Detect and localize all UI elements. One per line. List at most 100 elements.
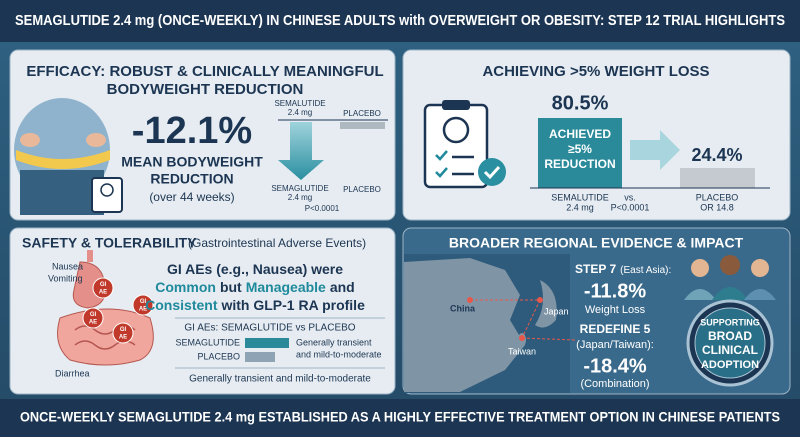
- badge-text: SUPPORTING: [700, 317, 760, 327]
- gi-ae-text: AE: [89, 320, 97, 326]
- summary-text: and: [330, 279, 355, 295]
- panel-title: EFFICACY: ROBUST & CLINICALLY MEANINGFUL: [26, 63, 383, 80]
- caption: REDUCTION: [150, 171, 233, 187]
- summary-line: Consistent with GLP-1 RA profile: [145, 297, 365, 313]
- map-label: China: [450, 303, 476, 313]
- bar-text: REDUCTION: [544, 157, 615, 171]
- trousers: [20, 170, 104, 215]
- footnote: Generally transient and mild-to-moderate: [189, 374, 371, 385]
- summary-text: with GLP-1 RA profile: [220, 297, 365, 313]
- study-label: Weight Loss: [585, 304, 646, 316]
- lines: [452, 155, 474, 176]
- study-value: -11.8%: [584, 280, 646, 302]
- study-region: (East Asia):: [620, 265, 671, 276]
- mainland: [404, 258, 525, 392]
- check: [483, 165, 501, 180]
- semaglutide-bar: [538, 118, 622, 188]
- map-label: Taiwan: [508, 346, 536, 356]
- body: [712, 287, 748, 300]
- study-region: (Japan/Taiwan):: [576, 339, 654, 351]
- vs: vs.: [624, 192, 636, 202]
- bar-label: PLACEBO: [696, 192, 739, 202]
- chart-label: PLACEBO: [343, 185, 381, 194]
- bar-label: SEMALUTIDE: [551, 192, 609, 202]
- study: REDEFINE 5: [580, 322, 651, 336]
- gi-ae-text: AE: [99, 290, 107, 296]
- panel-title: SAFETY & TOLERABILITY: [22, 235, 197, 251]
- symptom: Vomiting: [48, 273, 83, 283]
- gi-ae-text: AE: [119, 335, 127, 341]
- hand: [20, 133, 40, 147]
- clipboard-icon: [423, 100, 506, 189]
- people-icons: [684, 255, 776, 300]
- scale-dial: [100, 183, 114, 197]
- header-bar: [0, 0, 800, 42]
- check-badge: [478, 158, 506, 186]
- badge-inner: [694, 307, 766, 379]
- intestines: [57, 308, 154, 366]
- badge-text: ADOPTION: [701, 359, 759, 371]
- placebo-bar: [340, 122, 385, 129]
- japan-land: [535, 280, 557, 328]
- footer-text: ONCE-WEEKLY SEMAGLUTIDE 2.4 mg ESTABLISH…: [20, 409, 780, 425]
- head: [720, 255, 740, 275]
- bar-text: ACHIEVED: [549, 127, 611, 141]
- gi-ae-text: GI: [100, 282, 107, 288]
- summary-text: but: [220, 279, 242, 295]
- map: [404, 254, 576, 393]
- gi-ae-text: GI: [90, 312, 97, 318]
- panel-subtitle: (Gastrointestinal Adverse Events): [188, 236, 366, 250]
- summary-line: Common but Manageable and: [155, 279, 354, 295]
- callout: Generally transient: [296, 337, 372, 347]
- symptom: Nausea: [52, 261, 83, 271]
- head: [691, 259, 709, 277]
- period: (over 44 weeks): [149, 190, 234, 204]
- panel-title: ACHIEVING >5% WEIGHT LOSS: [482, 63, 709, 80]
- symptom: Diarrhea: [55, 368, 90, 378]
- map-label: Japan: [544, 306, 569, 316]
- chart-label: SEMALUTIDE: [274, 99, 325, 108]
- hand: [86, 133, 106, 147]
- gi-illustration: [57, 250, 154, 366]
- scale-icon: [91, 177, 123, 213]
- gi-ae-badge: [112, 322, 134, 344]
- badge-text: CLINICAL: [702, 343, 758, 357]
- head: [751, 259, 769, 277]
- gi-ae-text: GI: [120, 327, 127, 333]
- placebo-bar: [680, 168, 755, 188]
- summary-line: GI AEs (e.g., Nausea) were: [167, 261, 343, 277]
- study-name: STEP 7 (East Asia):: [575, 262, 671, 276]
- chart-label: 2.4 mg: [288, 193, 312, 202]
- gi-ae-badge: [92, 277, 114, 299]
- body: [744, 289, 776, 300]
- person-illustration: [14, 98, 123, 215]
- semaglutide-value: 80.5%: [552, 92, 609, 114]
- clip: [442, 100, 470, 110]
- bar-text: ≥5%: [568, 142, 592, 156]
- study-label: (Combination): [580, 378, 649, 390]
- panel-title: BROADER REGIONAL EVIDENCE & IMPACT: [449, 235, 744, 251]
- caption: MEAN BODYWEIGHT: [121, 154, 263, 170]
- gi-ae-text: AE: [139, 307, 147, 313]
- tape-measure: [16, 150, 110, 169]
- gi-ae-badge: [132, 294, 154, 316]
- p-value: P<0.0001: [611, 202, 650, 212]
- chart-label: 2.4 mg: [288, 108, 312, 117]
- chart-label: PLACEBO: [343, 109, 381, 118]
- chart-label: SEMAGLUTIDE: [271, 184, 328, 193]
- badge-text: BROAD: [708, 329, 752, 343]
- study-value: -18.4%: [583, 355, 647, 377]
- gi-ae-text: GI: [140, 299, 147, 305]
- map-dot: [519, 335, 525, 341]
- summary-emphasis: Manageable: [246, 279, 326, 295]
- body: [684, 289, 716, 300]
- header-title: SEMAGLUTIDE 2.4 mg (ONCE-WEEKLY) IN CHIN…: [15, 12, 785, 29]
- percent-ring: [442, 116, 470, 144]
- study: STEP 7: [575, 262, 616, 276]
- links: [470, 299, 576, 341]
- gi-ae-badge: [82, 307, 104, 329]
- bar-label: OR 14.8: [700, 202, 734, 212]
- callout: and mild-to-moderate: [296, 349, 382, 359]
- map-dot: [537, 297, 543, 303]
